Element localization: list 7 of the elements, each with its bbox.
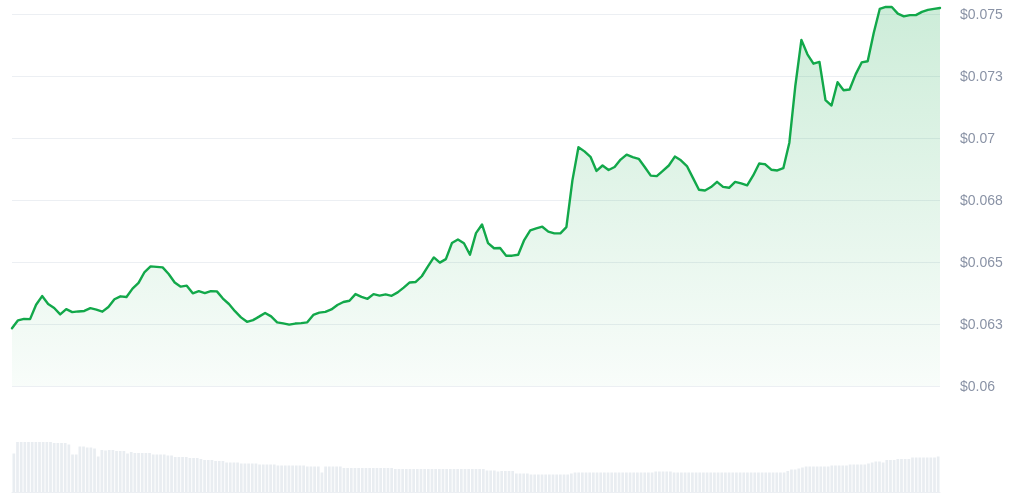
y-tick-label: $0.075 (960, 6, 1004, 23)
y-tick-label: $0.068 (960, 192, 1004, 209)
y-tick-label: $0.065 (960, 254, 1004, 271)
y-tick-label: $0.073 (960, 68, 1004, 85)
y-tick-label: $0.063 (960, 316, 1004, 333)
y-tick-label: $0.06 (960, 378, 996, 394)
y-tick-label: $0.07 (960, 130, 996, 147)
